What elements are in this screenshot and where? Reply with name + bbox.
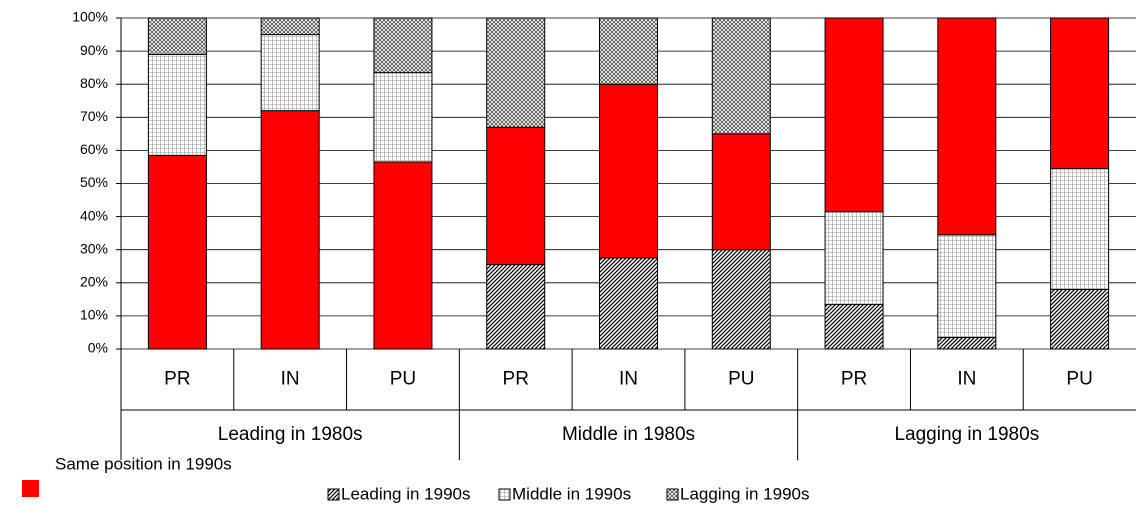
y-tick-label: 40%	[80, 207, 108, 223]
x-tick-label: PU	[1066, 369, 1092, 390]
y-tick-label: 0%	[88, 340, 108, 356]
group-label: Leading in 1980s	[218, 424, 363, 445]
bar-segment	[260, 34, 320, 112]
bar-segment	[486, 126, 546, 266]
legend-swatch	[498, 488, 511, 501]
x-tick-label: PU	[390, 369, 416, 390]
bar-segment	[711, 17, 771, 135]
x-tick-label: PR	[503, 369, 529, 390]
bar-segment	[937, 17, 997, 236]
bar-segment	[486, 264, 546, 350]
x-tick-label: IN	[281, 369, 300, 390]
bar-segment	[599, 257, 658, 350]
bar-segment	[147, 17, 207, 55]
bar-segment	[1050, 168, 1110, 290]
bar-segment	[599, 83, 658, 259]
legend-label: Lagging in 1990s	[680, 484, 810, 503]
legend-swatch	[327, 488, 340, 501]
bar-segment	[1050, 288, 1110, 350]
legend-label: Middle in 1990s	[512, 484, 631, 503]
bar-segment	[824, 17, 884, 213]
y-tick-label: 20%	[80, 274, 108, 290]
bar-segment	[373, 17, 433, 74]
x-tick-label: IN	[957, 369, 976, 390]
legend-swatch	[666, 488, 679, 501]
bar-segment	[937, 234, 997, 338]
y-tick-label: 30%	[80, 240, 108, 256]
bar-segment	[486, 17, 546, 128]
bar-segment	[373, 161, 433, 350]
group-label: Middle in 1980s	[562, 424, 695, 445]
bar-segment	[711, 133, 771, 251]
bar-segment	[147, 154, 207, 350]
y-tick-label: 70%	[80, 108, 108, 124]
y-tick-label: 80%	[80, 75, 108, 91]
bar-segment	[260, 110, 320, 350]
bar-segment	[373, 72, 433, 163]
legend-label: Same position in 1990s	[55, 454, 232, 473]
group-label: Lagging in 1980s	[894, 424, 1039, 445]
bar-segment	[147, 53, 207, 156]
y-tick-label: 90%	[80, 42, 108, 58]
x-tick-label: IN	[619, 369, 638, 390]
bar-segment	[824, 211, 884, 305]
bar-segment	[824, 303, 884, 350]
bar-segment	[711, 249, 771, 350]
bar-segment	[260, 17, 320, 36]
y-tick-label: 10%	[80, 307, 108, 323]
y-tick-label: 100%	[72, 9, 108, 25]
bar-segment	[599, 17, 658, 85]
y-tick-label: 50%	[80, 174, 108, 190]
x-tick-label: PU	[728, 369, 754, 390]
y-tick-label: 60%	[80, 141, 108, 157]
x-tick-label: PR	[841, 369, 867, 390]
bar-segment	[937, 336, 997, 350]
legend-label: Leading in 1990s	[341, 484, 471, 503]
legend-swatch	[22, 480, 39, 497]
bar-segment	[1050, 17, 1110, 170]
x-tick-label: PR	[164, 369, 190, 390]
